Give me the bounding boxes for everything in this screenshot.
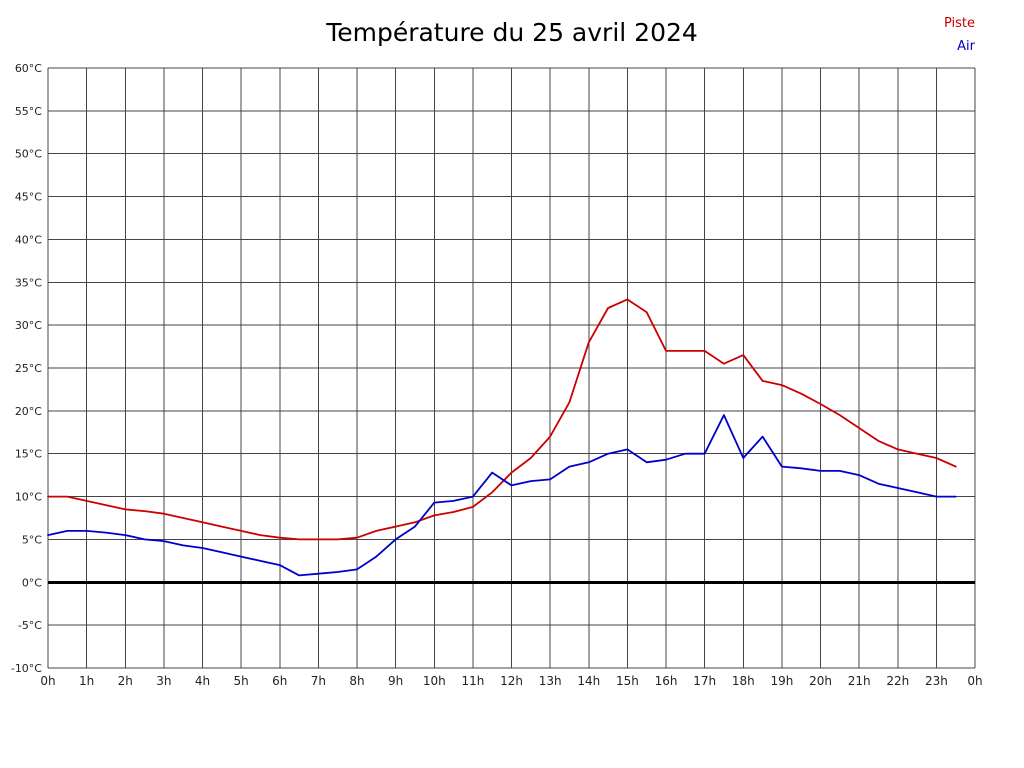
svg-text:5h: 5h: [234, 674, 249, 688]
svg-text:25°C: 25°C: [15, 362, 42, 375]
svg-text:-5°C: -5°C: [18, 619, 42, 632]
svg-text:0h: 0h: [967, 674, 982, 688]
svg-text:20h: 20h: [809, 674, 832, 688]
svg-text:1h: 1h: [79, 674, 94, 688]
svg-text:21h: 21h: [848, 674, 871, 688]
svg-text:22h: 22h: [886, 674, 909, 688]
svg-text:10h: 10h: [423, 674, 446, 688]
svg-text:20°C: 20°C: [15, 405, 42, 418]
svg-text:55°C: 55°C: [15, 105, 42, 118]
svg-text:23h: 23h: [925, 674, 948, 688]
svg-text:8h: 8h: [349, 674, 364, 688]
svg-text:50°C: 50°C: [15, 148, 42, 161]
svg-text:3h: 3h: [156, 674, 171, 688]
svg-text:6h: 6h: [272, 674, 287, 688]
svg-text:7h: 7h: [311, 674, 326, 688]
svg-text:12h: 12h: [500, 674, 523, 688]
svg-text:4h: 4h: [195, 674, 210, 688]
svg-text:40°C: 40°C: [15, 233, 42, 246]
svg-text:30°C: 30°C: [15, 319, 42, 332]
svg-text:45°C: 45°C: [15, 191, 42, 204]
svg-text:17h: 17h: [693, 674, 716, 688]
svg-text:60°C: 60°C: [15, 62, 42, 75]
legend-item-piste: Piste: [943, 16, 975, 31]
svg-text:18h: 18h: [732, 674, 755, 688]
svg-text:0°C: 0°C: [22, 576, 42, 589]
svg-text:5°C: 5°C: [22, 533, 42, 546]
legend-item-air: Air: [957, 39, 975, 55]
svg-text:0h: 0h: [40, 674, 55, 688]
chart-legend: Piste Air: [944, 12, 975, 59]
svg-text:10°C: 10°C: [15, 491, 42, 504]
svg-text:-10°C: -10°C: [11, 662, 42, 675]
svg-text:14h: 14h: [577, 674, 600, 688]
svg-text:9h: 9h: [388, 674, 403, 688]
svg-text:15h: 15h: [616, 674, 639, 688]
chart-title: Température du 25 avril 2024: [326, 18, 698, 47]
svg-text:15°C: 15°C: [15, 448, 42, 461]
svg-text:19h: 19h: [770, 674, 793, 688]
svg-text:2h: 2h: [118, 674, 133, 688]
svg-text:35°C: 35°C: [15, 276, 42, 289]
svg-text:13h: 13h: [539, 674, 562, 688]
svg-text:16h: 16h: [655, 674, 678, 688]
svg-text:11h: 11h: [461, 674, 484, 688]
